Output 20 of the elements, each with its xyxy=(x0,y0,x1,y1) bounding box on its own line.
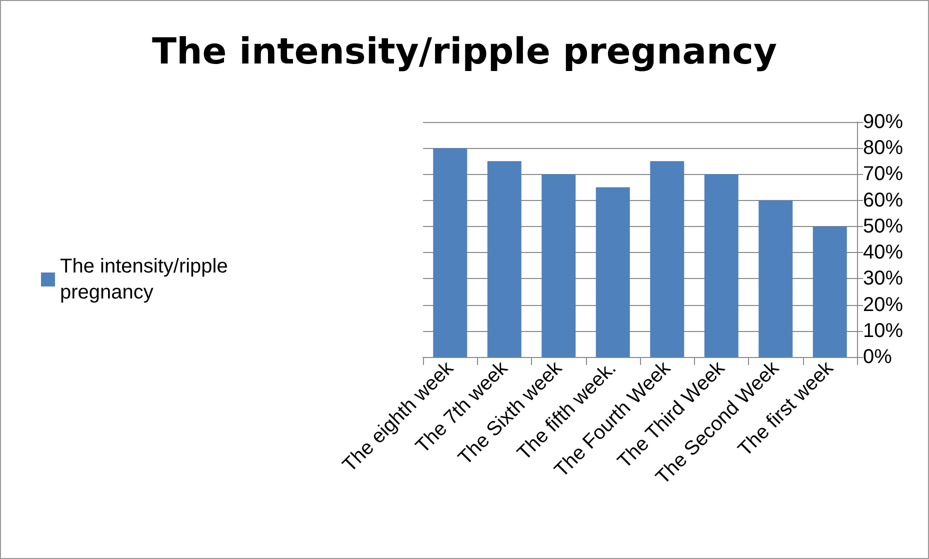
bar xyxy=(433,148,468,357)
y-tick-label: 50% xyxy=(863,215,904,238)
y-tick-label: 60% xyxy=(863,189,904,212)
y-tick-label: 30% xyxy=(863,268,904,290)
y-tick-label: 90% xyxy=(863,111,904,133)
bar xyxy=(758,200,793,357)
y-tick-label: 70% xyxy=(863,163,904,186)
bar xyxy=(596,187,630,357)
bar xyxy=(704,174,738,357)
y-tick-label: 10% xyxy=(863,320,904,342)
y-tick-label: 0% xyxy=(863,346,892,368)
bar xyxy=(542,174,576,357)
y-tick-label: 40% xyxy=(863,242,904,264)
legend-label: The intensity/ripple pregnancy xyxy=(60,256,234,304)
bar xyxy=(487,161,522,357)
bar xyxy=(650,161,684,357)
y-tick-label: 80% xyxy=(863,137,904,160)
bar xyxy=(812,226,847,357)
y-tick-label: 20% xyxy=(863,294,904,316)
chart-title: The intensity/ripple pregnancy xyxy=(152,32,777,72)
